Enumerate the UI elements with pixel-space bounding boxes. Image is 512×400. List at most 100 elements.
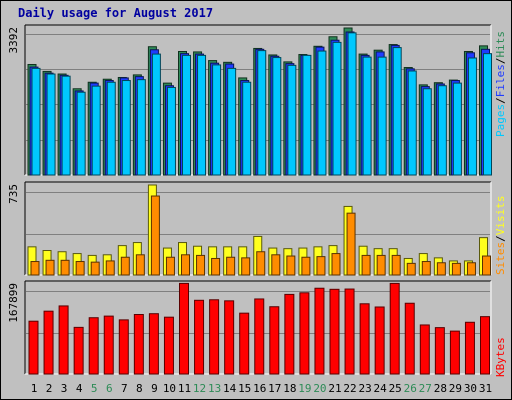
bar-kbytes-day-30 — [464, 321, 475, 375]
bar-pages-day-15 — [242, 81, 252, 176]
bar-sites-day-19 — [301, 256, 311, 276]
panel-3-legend: KBytes — [494, 337, 507, 377]
bar-pages-day-20 — [317, 50, 327, 176]
panel-1-legend: Pages/Files/Hits — [494, 31, 507, 137]
legend-hits: Hits — [494, 31, 507, 58]
bar-sites-day-11 — [181, 254, 190, 276]
legend-pages: Pages — [494, 104, 507, 137]
bar-pages-day-23 — [362, 56, 372, 176]
bar-kbytes-day-6 — [103, 315, 114, 375]
bar-sites-day-5 — [90, 261, 100, 276]
legend-sites: Sites — [494, 242, 507, 275]
bar-kbytes-day-13 — [209, 299, 220, 375]
bar-kbytes-day-24 — [374, 306, 385, 375]
bar-kbytes-day-8 — [133, 313, 144, 375]
bar-sites-day-27 — [421, 261, 431, 276]
legend-kbytes: KBytes — [494, 337, 507, 377]
bar-kbytes-day-18 — [284, 293, 295, 375]
bar-sites-day-18 — [286, 255, 296, 276]
bar-sites-day-28 — [436, 262, 446, 276]
bar-pages-day-16 — [257, 50, 267, 176]
bar-pages-day-30 — [467, 57, 477, 176]
bar-pages-day-2 — [46, 73, 56, 176]
bar-sites-day-23 — [361, 254, 371, 276]
x-tick-label: 16 — [253, 382, 266, 395]
bar-pages-day-26 — [407, 70, 417, 176]
x-tick-label: 23 — [358, 382, 371, 395]
bar-kbytes-day-26 — [404, 302, 415, 375]
x-tick-label: 20 — [313, 382, 326, 395]
bar-pages-day-21 — [332, 41, 342, 176]
bar-pages-day-7 — [121, 80, 131, 176]
x-tick-label: 5 — [91, 382, 98, 395]
bar-pages-day-28 — [437, 85, 447, 176]
bar-pages-day-19 — [302, 54, 312, 176]
legend-visits: Visits — [494, 196, 507, 236]
x-tick-label: 4 — [76, 382, 83, 395]
bar-kbytes-day-10 — [163, 316, 174, 375]
bar-sites-day-12 — [196, 254, 206, 276]
bar-kbytes-day-2 — [43, 310, 54, 375]
bar-sites-day-8 — [135, 254, 145, 276]
x-tick-label: 26 — [404, 382, 417, 395]
x-tick-label: 11 — [178, 382, 191, 395]
bar-sites-day-7 — [120, 256, 130, 276]
x-tick-label: 3 — [61, 382, 68, 395]
bar-kbytes-day-1 — [28, 320, 39, 375]
x-tick-label: 31 — [479, 382, 492, 395]
bar-pages-day-24 — [377, 56, 387, 176]
bar-kbytes-day-29 — [449, 330, 460, 375]
bar-sites-day-17 — [271, 254, 281, 276]
x-tick-label: 19 — [298, 382, 311, 395]
bar-pages-day-13 — [212, 64, 222, 176]
bar-kbytes-day-9 — [148, 313, 159, 375]
x-tick-label: 24 — [374, 382, 388, 395]
bar-pages-day-11 — [182, 54, 191, 176]
bar-kbytes-day-15 — [239, 312, 250, 375]
bar-pages-day-31 — [483, 53, 492, 176]
bar-sites-day-1 — [30, 261, 40, 276]
bar-sites-day-21 — [331, 253, 341, 276]
x-tick-label: 6 — [106, 382, 113, 395]
x-tick-label: 27 — [419, 382, 432, 395]
bar-sites-day-29 — [451, 262, 461, 276]
x-tick-label: 22 — [343, 382, 356, 395]
bar-pages-day-17 — [272, 57, 282, 176]
bar-sites-day-26 — [406, 262, 416, 276]
bar-pages-day-6 — [106, 81, 116, 176]
bar-pages-day-18 — [287, 64, 297, 176]
x-tick-label: 28 — [434, 382, 447, 395]
bar-pages-day-29 — [452, 82, 462, 176]
bar-kbytes-day-21 — [329, 288, 340, 375]
bar-sites-day-13 — [211, 257, 221, 276]
x-tick-label: 25 — [389, 382, 402, 395]
panel-3-max-label: 167899 — [7, 283, 20, 323]
legend-files: Files — [494, 64, 507, 97]
bar-pages-day-5 — [91, 85, 101, 176]
bar-sites-day-16 — [256, 251, 266, 276]
bar-pages-day-14 — [227, 67, 237, 176]
bar-kbytes-day-22 — [344, 288, 355, 375]
x-tick-label: 30 — [464, 382, 477, 395]
bar-sites-day-15 — [241, 257, 251, 276]
bar-kbytes-day-23 — [359, 303, 370, 375]
bar-sites-day-6 — [105, 260, 115, 276]
bar-pages-day-25 — [392, 47, 402, 176]
bar-pages-day-9 — [151, 53, 161, 176]
bar-kbytes-day-19 — [299, 292, 310, 375]
bar-pages-day-3 — [61, 75, 71, 176]
panel-2-max-label: 735 — [7, 184, 20, 204]
bar-sites-day-9 — [150, 195, 160, 276]
bar-sites-day-20 — [316, 256, 326, 276]
bar-pages-day-4 — [76, 91, 86, 176]
bar-pages-day-22 — [347, 32, 357, 176]
x-tick-label: 29 — [449, 382, 462, 395]
bar-kbytes-day-27 — [419, 324, 430, 375]
bar-kbytes-day-28 — [434, 327, 445, 375]
bar-kbytes-day-3 — [58, 305, 69, 375]
chart-title: Daily usage for August 2017 — [18, 6, 214, 20]
bar-kbytes-day-25 — [389, 282, 400, 375]
bar-pages-day-1 — [31, 67, 41, 176]
bar-pages-day-12 — [197, 54, 207, 176]
x-tick-label: 15 — [238, 382, 251, 395]
